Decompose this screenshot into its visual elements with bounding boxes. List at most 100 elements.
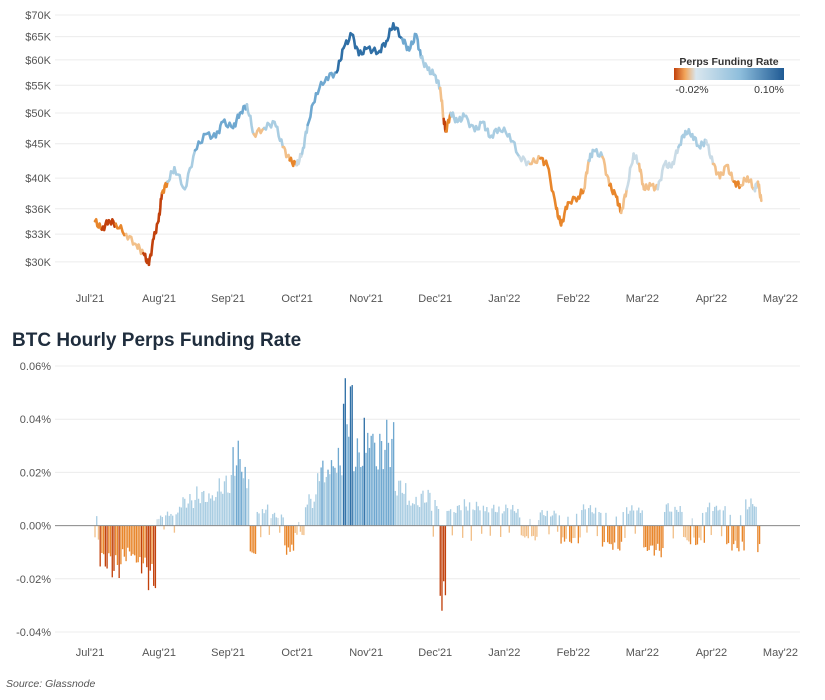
funding-bar — [734, 525, 737, 541]
funding-bar — [242, 478, 245, 526]
funding-bar — [132, 525, 134, 555]
price-line-segment — [463, 114, 477, 133]
funding-bar — [128, 525, 131, 552]
funding-bar — [720, 525, 723, 537]
funding-bar — [104, 525, 107, 567]
funding-bar — [301, 525, 303, 535]
funding-bar — [722, 510, 724, 526]
funding-bar — [437, 508, 440, 526]
funding-bar — [325, 476, 327, 526]
funding-bar — [691, 518, 693, 526]
funding-x-tick-label: Apr'22 — [696, 647, 727, 659]
funding-bar — [97, 525, 100, 540]
price-line-segment — [546, 163, 558, 211]
funding-bar — [731, 525, 733, 551]
price-line-segment — [245, 103, 256, 136]
funding-bar — [118, 525, 120, 578]
funding-bar — [344, 378, 346, 526]
funding-bar — [752, 504, 754, 526]
funding-bar — [714, 506, 716, 526]
funding-x-tick-label: Feb'22 — [557, 647, 590, 659]
source-note: Source: Glassnode — [6, 678, 96, 690]
price-line-segment — [300, 123, 309, 155]
funding-rate-legend: Perps Funding Rate -0.02% 0.10% — [674, 56, 784, 96]
funding-bar — [266, 504, 269, 526]
funding-bar — [187, 503, 189, 526]
funding-bar — [660, 525, 662, 558]
legend-title: Perps Funding Rate — [679, 56, 778, 68]
funding-bar — [391, 438, 393, 526]
funding-bar — [232, 447, 234, 526]
funding-bar — [534, 525, 536, 541]
funding-bar — [632, 510, 635, 526]
funding-bar — [260, 525, 262, 538]
funding-bar — [617, 525, 619, 549]
price-line-segment — [444, 111, 452, 133]
funding-bar — [750, 498, 752, 526]
funding-bar — [551, 515, 554, 526]
funding-bar — [532, 525, 535, 536]
price-line-segment — [350, 33, 361, 57]
funding-bar — [223, 481, 226, 526]
price-line-segment — [438, 86, 445, 121]
funding-bar — [741, 525, 743, 542]
funding-bar — [213, 500, 215, 526]
funding-bar — [676, 509, 678, 526]
funding-bar — [151, 525, 153, 564]
funding-bar — [146, 525, 148, 568]
funding-bar — [615, 516, 617, 526]
funding-bar — [698, 525, 700, 538]
price-line-segment — [295, 152, 304, 167]
funding-bar — [529, 518, 531, 526]
funding-bar — [342, 403, 345, 526]
funding-bar — [496, 512, 498, 526]
funding-chart-title: BTC Hourly Perps Funding Rate — [12, 330, 301, 351]
funding-bar — [275, 517, 277, 526]
funding-bar — [185, 507, 188, 526]
funding-bar — [422, 490, 424, 526]
funding-bar — [600, 512, 602, 526]
funding-bar — [458, 505, 460, 526]
funding-bar — [681, 511, 683, 526]
funding-bar — [710, 525, 712, 536]
funding-bar — [682, 525, 685, 537]
funding-bar — [310, 498, 312, 526]
price-line-segment — [342, 31, 354, 50]
price-line-segment — [100, 219, 111, 232]
price-y-tick-label: $50K — [25, 108, 51, 120]
funding-bar — [579, 525, 581, 538]
funding-bar — [415, 496, 417, 526]
price-x-tick-label: Jul'21 — [76, 293, 104, 305]
funding-bar — [116, 525, 119, 565]
funding-bar — [192, 508, 195, 526]
funding-bar — [96, 516, 98, 526]
funding-bar — [574, 525, 576, 538]
price-line — [93, 22, 763, 267]
price-line-segment — [173, 166, 187, 191]
funding-bar — [258, 513, 260, 526]
funding-x-tick-label: Sep'21 — [211, 647, 245, 659]
funding-bar — [115, 525, 117, 556]
price-x-tick-label: Mar'22 — [626, 293, 659, 305]
funding-bar — [738, 525, 740, 552]
funding-bar — [204, 501, 207, 526]
funding-bar — [693, 525, 695, 538]
funding-bar — [206, 501, 208, 526]
funding-bar — [434, 500, 436, 526]
price-line-segment — [152, 219, 160, 240]
funding-bar — [727, 525, 730, 544]
funding-bar — [674, 506, 676, 526]
funding-bar — [605, 512, 607, 526]
funding-bar — [491, 508, 493, 526]
price-line-segment — [566, 195, 580, 205]
funding-bar — [522, 525, 524, 537]
funding-bar — [484, 511, 486, 526]
price-line-segment — [497, 126, 511, 138]
funding-bar — [180, 507, 182, 526]
funding-x-tick-label: May'22 — [763, 647, 798, 659]
funding-bar — [161, 516, 163, 526]
funding-bar — [700, 525, 702, 541]
funding-bar — [417, 505, 419, 526]
funding-bar — [562, 525, 564, 538]
price-line-segment — [157, 191, 164, 223]
